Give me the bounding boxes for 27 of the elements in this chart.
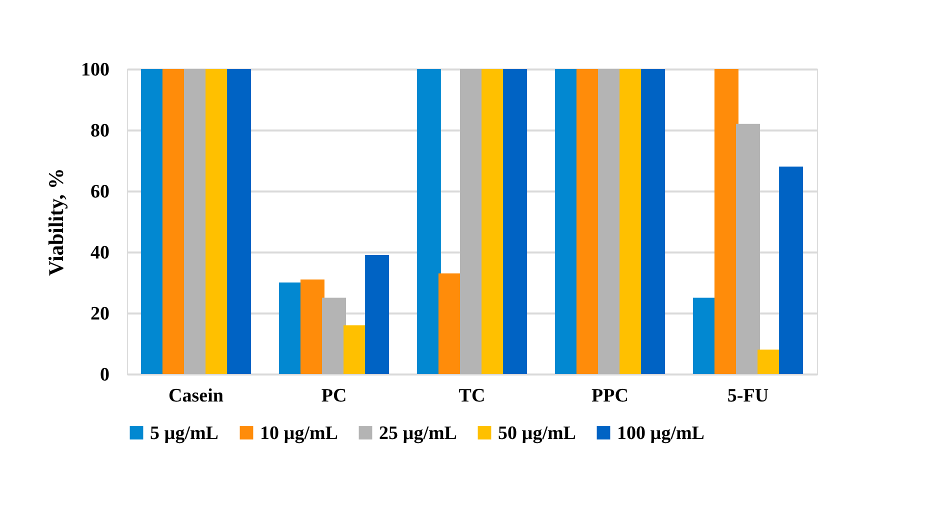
bar [300, 279, 324, 374]
legend-label: 5 µg/mL [150, 422, 218, 444]
x-tick-label: TC [458, 386, 486, 406]
bar [779, 166, 804, 374]
x-tick-label: PPC [592, 386, 628, 406]
y-tick-label: 0 [100, 364, 110, 386]
x-tick-label: Casein [168, 386, 224, 406]
x-tick-label: PC [321, 386, 347, 406]
bar [714, 69, 738, 374]
y-tick-label: 100 [81, 60, 110, 80]
y-tick-label: 20 [90, 304, 110, 324]
bar [227, 69, 252, 374]
bar [322, 298, 346, 374]
legend-label: 25 µg/mL [379, 422, 457, 444]
y-tick-label: 40 [90, 242, 110, 264]
bar [365, 255, 390, 374]
x-tick-label: 5-FU [727, 386, 769, 406]
y-axis-title: Viability, % [44, 168, 68, 276]
legend-label: 10 µg/mL [260, 422, 338, 444]
bar [416, 69, 441, 374]
y-tick-label: 60 [90, 182, 110, 202]
bar [736, 124, 760, 374]
legend-label: 100 µg/mL [617, 422, 704, 444]
bar [503, 69, 528, 374]
y-tick-label: 80 [90, 120, 110, 142]
legend-label: 50 µg/mL [498, 422, 576, 444]
bar [641, 69, 666, 374]
